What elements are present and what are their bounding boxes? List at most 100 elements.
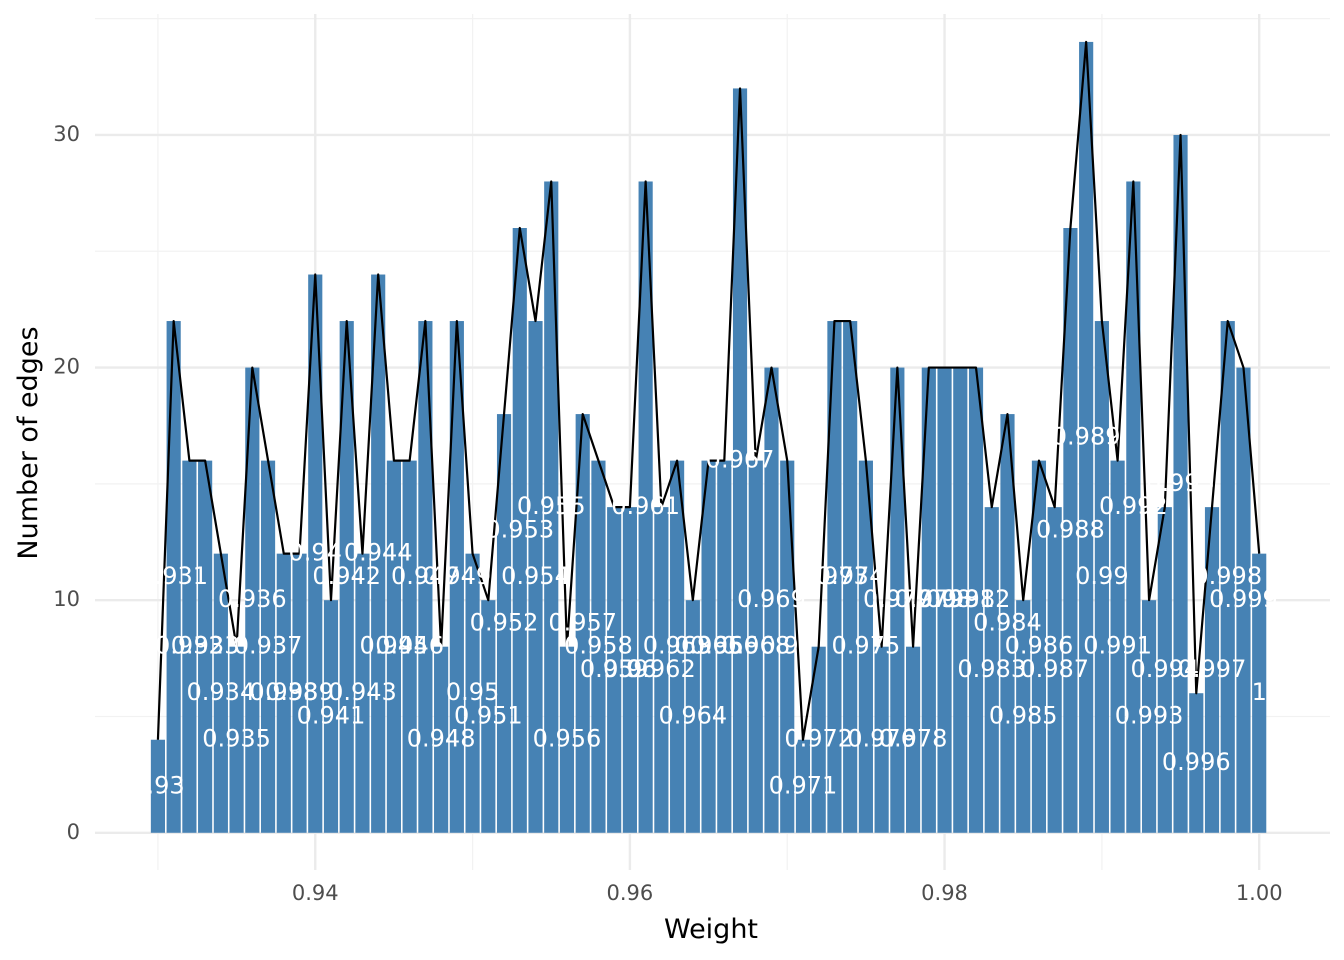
bar — [575, 414, 590, 833]
bar — [528, 321, 543, 833]
bar-label: 0.967 — [706, 446, 775, 474]
bar-label: 0.996 — [1162, 748, 1231, 776]
bar-label: 0.968 — [721, 632, 790, 660]
bar-label: 0.944 — [344, 539, 413, 567]
bar — [308, 274, 323, 833]
bar-label: 0.976 — [847, 725, 916, 753]
y-axis-tick-labels: 0 10 20 30 — [53, 122, 80, 844]
bar-label: 0.934 — [187, 678, 256, 706]
bar — [607, 507, 622, 833]
bar-label: 0.939 — [265, 678, 334, 706]
bar — [1063, 228, 1078, 833]
y-tick-label: 20 — [53, 355, 80, 379]
trend-line — [156, 40, 1261, 741]
bar-label: 0.963 — [643, 632, 712, 660]
bar-label: 0.989 — [1052, 422, 1121, 450]
bar-label: 0.947 — [391, 562, 460, 590]
bar-label: 0.974 — [816, 562, 885, 590]
bar — [1157, 507, 1172, 833]
bar — [449, 321, 464, 833]
bar-label: 0.964 — [658, 701, 727, 729]
bar — [1079, 41, 1094, 833]
bar-label: 0.946 — [375, 632, 444, 660]
bar-label: 0.941 — [297, 701, 366, 729]
bar — [1204, 507, 1220, 833]
bar — [512, 228, 527, 833]
bar — [402, 460, 417, 833]
bar-label: 0.955 — [517, 492, 586, 520]
bar — [1094, 321, 1109, 833]
bar-label: 0.961 — [611, 492, 680, 520]
bar — [559, 646, 575, 833]
bar-label: 0.994 — [1130, 655, 1199, 683]
y-tick-label: 10 — [53, 587, 80, 611]
bar-label: 0.959 — [580, 655, 649, 683]
bar — [496, 414, 512, 833]
bar-label: 0.984 — [973, 608, 1042, 636]
bar — [1173, 134, 1188, 833]
x-tick-label: 1.00 — [1236, 881, 1283, 905]
bar — [481, 600, 496, 833]
bar — [843, 321, 858, 833]
bar — [780, 460, 795, 833]
bar — [591, 460, 606, 833]
bar — [874, 646, 889, 833]
bar-label: 0.993 — [1115, 701, 1184, 729]
bar-label: 0.999 — [1209, 585, 1278, 613]
bar — [198, 460, 213, 833]
bar-label: 0.953 — [485, 515, 554, 543]
bar — [1189, 693, 1204, 833]
bar — [386, 460, 401, 833]
bar-label: 0.98 — [918, 585, 971, 613]
bar-label: 0.987 — [1020, 655, 1089, 683]
bar-label: 0.966 — [690, 632, 759, 660]
bar-label: 0.931 — [139, 562, 208, 590]
trend-line-group — [156, 40, 1261, 741]
bar-label: 0.972 — [784, 725, 853, 753]
bar-label: 0.985 — [989, 701, 1058, 729]
bar — [811, 646, 826, 833]
x-tick-label: 0.94 — [292, 881, 339, 905]
bar — [1031, 460, 1047, 833]
bar — [371, 274, 386, 833]
bar-label: 0.952 — [470, 608, 539, 636]
bar — [323, 600, 339, 833]
bar-label: 0.97 — [761, 632, 814, 660]
bar-label: 0.995 — [1146, 469, 1215, 497]
bar-label: 0.969 — [737, 585, 806, 613]
bar — [622, 507, 637, 833]
bar-label: 0.94 — [289, 539, 342, 567]
bar-label: 1 — [1252, 678, 1267, 706]
y-tick-label: 0 — [67, 820, 80, 844]
bar-label: 0.937 — [234, 632, 303, 660]
bar-label: 0.945 — [360, 632, 429, 660]
bar — [465, 553, 480, 833]
bar — [1126, 181, 1141, 833]
bar — [638, 181, 653, 833]
bar-label: 0.997 — [1178, 655, 1247, 683]
bar-label: 0.981 — [926, 585, 995, 613]
bar-label: 0.958 — [564, 632, 633, 660]
y-axis-title: Number of edges — [13, 326, 44, 559]
bar — [434, 646, 449, 833]
y-tick-label: 30 — [53, 122, 80, 146]
bar-label: 0.965 — [674, 632, 743, 660]
bars — [150, 41, 1267, 833]
bar — [890, 367, 905, 833]
bar-label: 0.93 — [131, 771, 184, 799]
bar-label: 0.932 — [155, 632, 224, 660]
bar — [166, 321, 181, 833]
bar-label: 0.991 — [1083, 632, 1152, 660]
bar-label: 0.933 — [171, 632, 240, 660]
bar — [701, 460, 716, 833]
bar — [1016, 600, 1031, 833]
bar — [339, 321, 354, 833]
bar-label: 0.988 — [1036, 515, 1105, 543]
bar-label: 0.949 — [422, 562, 491, 590]
bar-label: 0.95 — [446, 678, 499, 706]
bar-label: 0.973 — [800, 562, 869, 590]
bar — [937, 367, 952, 833]
bar — [1047, 507, 1062, 833]
